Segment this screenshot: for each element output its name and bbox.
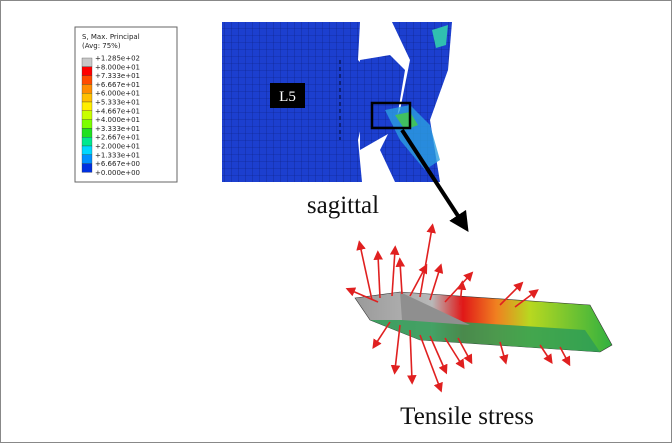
legend-label: +8.000e+01 — [95, 63, 140, 71]
caption: Tensile stress — [400, 403, 534, 430]
legend-label: +4.000e+01 — [95, 116, 140, 124]
legend-label: +2.667e+01 — [95, 134, 140, 142]
stress-arrow — [420, 228, 432, 297]
legend-swatch — [82, 93, 92, 102]
stress-arrow — [360, 245, 372, 300]
legend-swatch — [82, 164, 92, 173]
legend: S, Max. Principal (Avg: 75%) +1.285e+02+… — [75, 27, 177, 182]
stress-arrow — [420, 335, 440, 388]
legend-subtitle: (Avg: 75%) — [82, 42, 121, 50]
stress-arrow — [392, 250, 395, 296]
stress-arrow — [400, 262, 402, 294]
legend-title: S, Max. Principal — [82, 33, 140, 41]
legend-swatch — [82, 111, 92, 120]
legend-label: +0.000e+00 — [95, 169, 140, 177]
legend-label: +2.000e+01 — [95, 143, 140, 151]
legend-swatch — [82, 120, 92, 129]
legend-swatch — [82, 84, 92, 93]
legend-swatch — [82, 102, 92, 111]
legend-swatch — [82, 155, 92, 164]
stress-arrow — [375, 322, 390, 345]
stress-arrow — [395, 325, 400, 370]
legend-label: +6.667e+00 — [95, 160, 140, 168]
view-label: sagittal — [307, 192, 379, 219]
legend-label: +1.333e+01 — [95, 151, 140, 159]
legend-label: +7.333e+01 — [95, 72, 140, 80]
stress-arrow — [410, 330, 412, 380]
legend-swatch — [82, 128, 92, 137]
legend-swatch — [82, 137, 92, 146]
figure: S, Max. Principal (Avg: 75%) +1.285e+02+… — [0, 0, 672, 443]
stress-detail — [350, 228, 612, 388]
stress-arrow — [378, 255, 380, 298]
legend-label: +1.285e+02 — [95, 55, 140, 63]
legend-swatch — [82, 58, 92, 67]
vertebra-label: L5 — [279, 89, 296, 105]
legend-swatch — [82, 146, 92, 155]
legend-label: +5.333e+01 — [95, 99, 140, 107]
legend-swatch — [82, 76, 92, 85]
legend-label: +6.667e+01 — [95, 81, 140, 89]
legend-label: +6.000e+01 — [95, 90, 140, 98]
legend-label: +3.333e+01 — [95, 125, 140, 133]
legend-label: +4.667e+01 — [95, 107, 140, 115]
legend-swatch — [82, 67, 92, 76]
